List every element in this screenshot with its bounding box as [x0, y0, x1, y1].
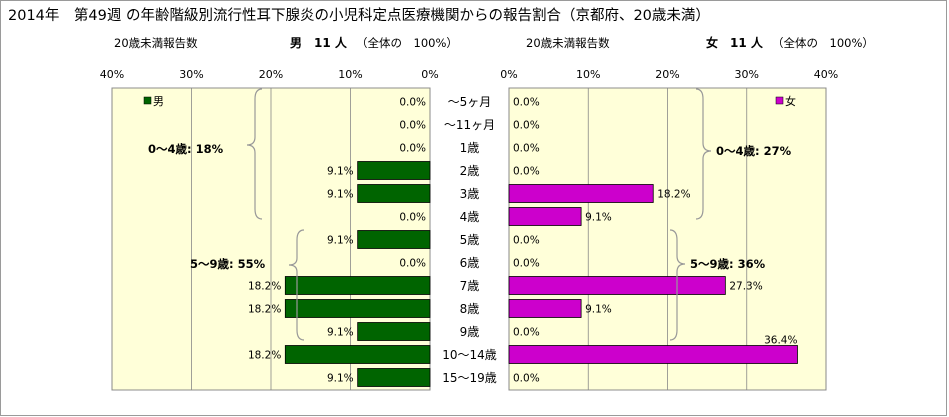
right-sex-label: 女	[706, 35, 718, 50]
grid-lines	[111, 88, 827, 390]
male-tick-label: 0%	[421, 68, 438, 81]
category-label: ～5ヶ月	[448, 95, 492, 109]
male-legend-swatch	[143, 96, 152, 105]
male-tick-label: 30%	[179, 68, 203, 81]
male-bar	[284, 345, 431, 364]
right-count: 11 人	[730, 35, 764, 50]
category-label: 15～19歳	[442, 371, 497, 385]
category-label: 3歳	[460, 187, 480, 201]
category-label: 4歳	[460, 210, 480, 224]
female-data-label: 18.2%	[657, 189, 690, 201]
female-tick-label: 30%	[735, 68, 759, 81]
male-bracket-0-4	[246, 88, 263, 220]
female-data-label: 0.0%	[513, 258, 540, 270]
male-data-label: 9.1%	[327, 327, 354, 339]
category-label: 7歳	[460, 279, 480, 293]
bars	[284, 161, 798, 387]
female-tick-label: 40%	[814, 68, 838, 81]
male-legend: 男	[143, 95, 164, 108]
male-bar	[284, 276, 431, 295]
female-data-label: 0.0%	[513, 97, 540, 109]
male-group-0-4-annotation: 0～4歳: 18%	[148, 142, 224, 156]
male-group-5-9-annotation: 5～9歳: 55%	[190, 257, 266, 271]
male-tick-label: 10%	[338, 68, 362, 81]
male-bar	[357, 322, 431, 341]
female-data-label: 36.4%	[764, 335, 797, 347]
left-count: 11 人	[314, 35, 348, 50]
male-bar	[357, 161, 431, 180]
female-legend: 女	[775, 94, 796, 108]
category-label: 2歳	[460, 164, 480, 178]
female-data-label: 0.0%	[513, 235, 540, 247]
female-bar	[508, 207, 582, 226]
female-group-0-4-annotation: 0～4歳: 27%	[716, 144, 792, 158]
category-label: ～11ヶ月	[444, 118, 495, 132]
left-sex-label: 男	[290, 36, 302, 50]
category-label: 6歳	[460, 256, 480, 270]
axis-ticks: 40% 30% 20% 10% 0% 0% 10% 20% 30% 40%	[100, 68, 838, 81]
male-tick-label: 40%	[100, 68, 124, 81]
male-data-label: 18.2%	[248, 281, 281, 293]
male-data-label: 18.2%	[248, 304, 281, 316]
male-data-label: 0.0%	[399, 97, 426, 109]
female-data-label: 0.0%	[513, 373, 540, 385]
data-labels: 0.0% 0.0% 0.0% 0.0% 0.0% 0.0% 9.1% 0.0% 9.1% 18.2…	[248, 97, 798, 385]
male-bar	[357, 230, 431, 249]
female-legend-swatch	[775, 96, 784, 105]
chart-title: 2014年 第49週 の年齢階級別流行性耳下腺炎の小児科定点医療機関からの報告割…	[8, 6, 710, 24]
left-reports-label: 20歳未満報告数	[114, 36, 198, 50]
female-data-label: 0.0%	[513, 327, 540, 339]
male-bar	[284, 299, 431, 318]
category-label: 5歳	[460, 233, 480, 247]
left-total-note: （全体の 100%）	[356, 36, 458, 50]
male-legend-label: 男	[153, 95, 164, 108]
category-label: 8歳	[460, 302, 480, 316]
male-data-label: 9.1%	[327, 166, 354, 178]
male-data-label: 9.1%	[327, 235, 354, 247]
female-bracket-5-9	[669, 229, 686, 341]
male-tick-label: 20%	[259, 68, 283, 81]
male-data-label: 9.1%	[327, 373, 354, 385]
category-label: 10～14歳	[442, 348, 497, 362]
right-header: 20歳未満報告数 女 11 人 （全体の 100%）	[526, 35, 874, 50]
male-bracket-5-9	[288, 229, 305, 341]
male-data-label: 0.0%	[399, 143, 426, 155]
male-data-label: 0.0%	[399, 258, 426, 270]
male-data-label: 18.2%	[248, 350, 281, 362]
female-data-label: 27.3%	[729, 281, 762, 293]
right-reports-label: 20歳未満報告数	[526, 36, 610, 50]
female-data-label: 9.1%	[585, 212, 612, 224]
female-data-label: 0.0%	[513, 120, 540, 132]
category-label: 1歳	[460, 141, 480, 155]
female-data-label: 0.0%	[513, 143, 540, 155]
female-tick-label: 10%	[576, 68, 600, 81]
category-label: 9歳	[460, 325, 480, 339]
category-labels: ～5ヶ月 ～11ヶ月 1歳 2歳 3歳 4歳 5歳 6歳 7歳 8歳 9歳 10～14歳 15～19歳	[442, 95, 497, 385]
female-bar	[508, 299, 582, 318]
male-bar	[357, 368, 431, 387]
right-total-note: （全体の 100%）	[772, 36, 874, 50]
female-legend-label: 女	[785, 94, 796, 108]
male-data-label: 9.1%	[327, 189, 354, 201]
female-tick-label: 20%	[655, 68, 679, 81]
male-bar	[357, 184, 431, 203]
female-data-label: 0.0%	[513, 166, 540, 178]
female-data-label: 9.1%	[585, 304, 612, 316]
female-bar	[508, 276, 726, 295]
female-bar	[508, 345, 798, 364]
female-tick-label: 0%	[500, 68, 517, 81]
male-data-label: 0.0%	[399, 212, 426, 224]
female-group-5-9-annotation: 5～9歳: 36%	[690, 257, 766, 271]
female-bracket-0-4	[695, 88, 712, 220]
male-data-label: 0.0%	[399, 120, 426, 132]
left-header: 20歳未満報告数 男 11 人 （全体の 100%）	[114, 35, 458, 50]
female-bar	[508, 184, 654, 203]
